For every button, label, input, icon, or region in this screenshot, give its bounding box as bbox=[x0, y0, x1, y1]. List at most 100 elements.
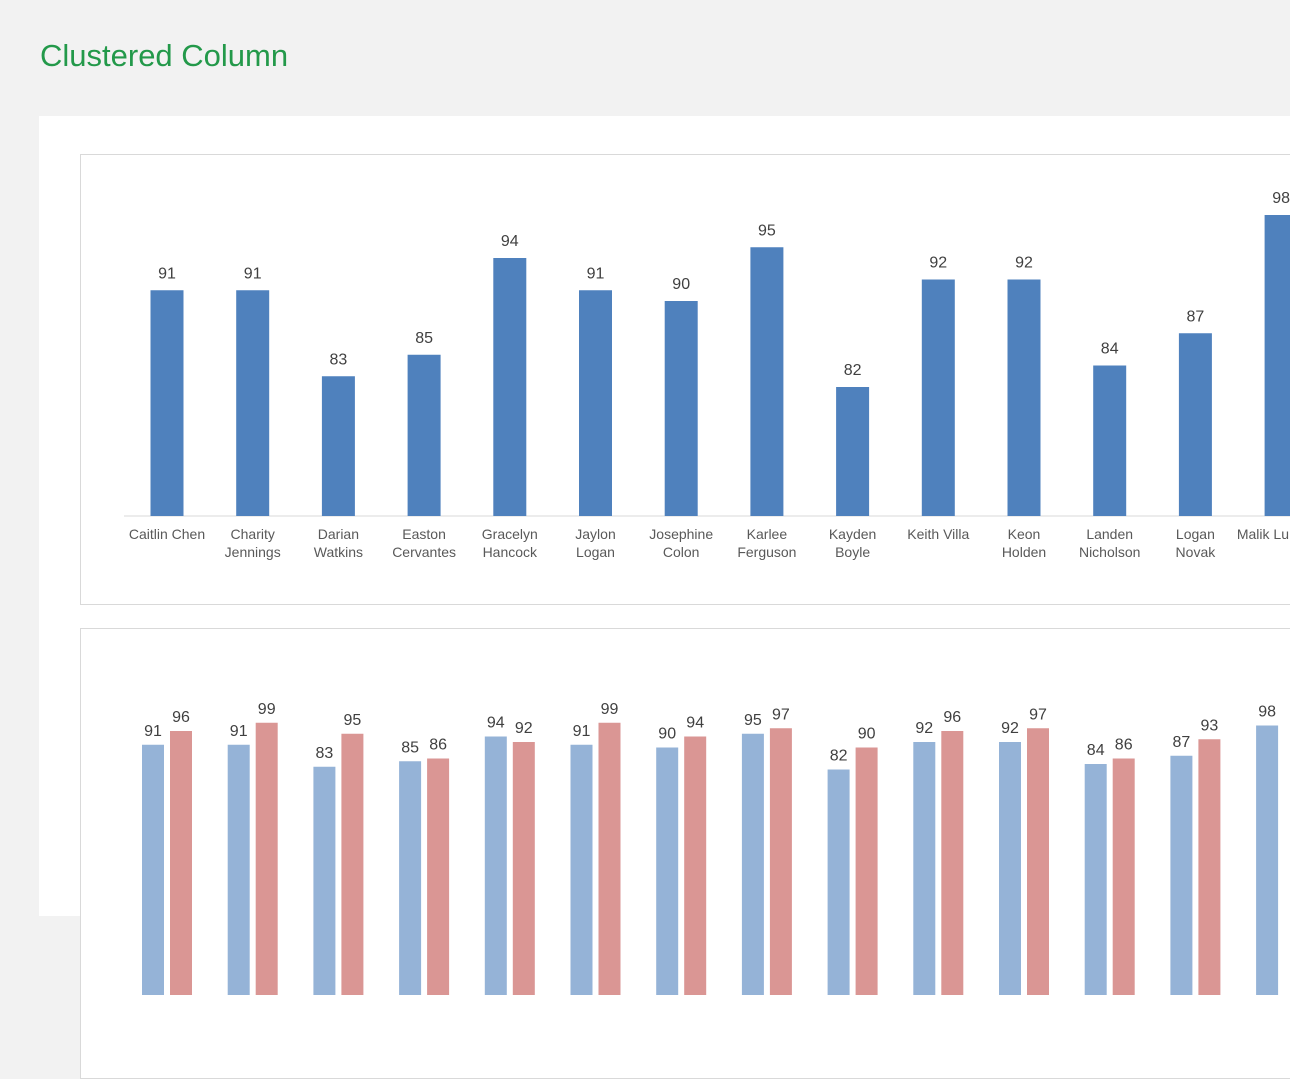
clustered-column-chart-2: 91 96 91 99 83 95 85 86 94 92 91 99 90 94 95 97 82 90 92 96… bbox=[80, 628, 1290, 1079]
bar-6 bbox=[664, 301, 698, 516]
data-label: 86 bbox=[429, 737, 447, 754]
x-tick-label: Karlee bbox=[747, 526, 788, 542]
data-label: 99 bbox=[601, 701, 619, 718]
bar-s1-1 bbox=[227, 744, 250, 995]
bar-11 bbox=[1093, 365, 1127, 516]
clustered-column-chart-1: 91 Caitlin Chen 91 Charity Jennings 83 Darian W… bbox=[80, 154, 1290, 605]
x-tick-label: Kayden bbox=[829, 526, 876, 542]
bar-s2-3 bbox=[427, 758, 450, 995]
bar-s1-3 bbox=[399, 761, 422, 995]
data-label: 92 bbox=[1001, 720, 1019, 737]
data-label: 91 bbox=[587, 265, 605, 282]
bar-s1-4 bbox=[484, 736, 507, 995]
data-label: 97 bbox=[1029, 706, 1047, 723]
bar-s2-7 bbox=[769, 728, 792, 995]
data-label: 86 bbox=[1115, 737, 1133, 754]
bar-s1-6 bbox=[656, 747, 679, 995]
x-tick-label: Colon bbox=[663, 544, 700, 560]
x-tick-label: Cervantes bbox=[392, 544, 456, 560]
data-label: 85 bbox=[415, 330, 433, 347]
data-label: 83 bbox=[316, 745, 334, 762]
data-label: 84 bbox=[1087, 742, 1105, 759]
x-tick-label: Holden bbox=[1002, 544, 1046, 560]
data-label: 91 bbox=[144, 723, 162, 740]
data-label: 82 bbox=[830, 748, 848, 765]
bar-8 bbox=[836, 387, 870, 516]
data-label: 95 bbox=[758, 222, 776, 239]
bar-s2-12 bbox=[1198, 739, 1221, 995]
bar-s2-1 bbox=[255, 722, 278, 995]
x-tick-label: Easton bbox=[402, 526, 446, 542]
bar-s2-6 bbox=[684, 736, 707, 995]
x-tick-label: Watkins bbox=[314, 544, 363, 560]
data-label: 82 bbox=[844, 362, 862, 379]
data-label: 97 bbox=[772, 706, 790, 723]
x-tick-label: Logan bbox=[1176, 526, 1215, 542]
bar-9 bbox=[921, 279, 955, 516]
x-tick-label: Caitlin Chen bbox=[129, 526, 205, 542]
data-label: 98 bbox=[1258, 704, 1276, 721]
data-label: 92 bbox=[1015, 255, 1033, 272]
data-label: 91 bbox=[244, 265, 262, 282]
data-label: 95 bbox=[344, 712, 362, 729]
data-label: 92 bbox=[915, 720, 933, 737]
x-tick-label: Malik Lu bbox=[1237, 526, 1289, 542]
bar-s2-8 bbox=[855, 747, 878, 995]
data-label: 90 bbox=[672, 276, 690, 293]
x-tick-label: Hancock bbox=[483, 544, 538, 560]
bar-7 bbox=[750, 247, 784, 516]
x-tick-label: Jaylon bbox=[575, 526, 615, 542]
bar-2 bbox=[321, 376, 355, 516]
bar-10 bbox=[1007, 279, 1041, 516]
bar-s1-13 bbox=[1256, 725, 1279, 995]
data-label: 91 bbox=[158, 265, 176, 282]
bar-13 bbox=[1264, 215, 1290, 516]
data-label: 92 bbox=[929, 255, 947, 272]
data-label: 99 bbox=[258, 701, 276, 718]
bar-s1-0 bbox=[142, 744, 164, 995]
data-label: 98 bbox=[1272, 190, 1290, 207]
bar-s1-9 bbox=[913, 742, 936, 995]
bar-s1-10 bbox=[999, 742, 1021, 995]
x-tick-label: Keith Villa bbox=[907, 526, 969, 542]
bar-5 bbox=[579, 290, 612, 516]
bar-s1-8 bbox=[827, 769, 850, 995]
data-label: 83 bbox=[330, 351, 348, 368]
x-tick-label: Charity bbox=[231, 526, 275, 542]
bar-3 bbox=[407, 354, 441, 516]
x-tick-label: Jennings bbox=[225, 544, 281, 560]
bar-s1-11 bbox=[1084, 764, 1107, 995]
data-label: 87 bbox=[1173, 734, 1191, 751]
data-label: 94 bbox=[686, 715, 704, 732]
x-tick-label: Logan bbox=[576, 544, 615, 560]
bar-s2-5 bbox=[598, 722, 621, 995]
bar-0 bbox=[150, 290, 184, 516]
bar-12 bbox=[1178, 333, 1212, 516]
bar-s1-2 bbox=[313, 766, 336, 995]
chart-2-svg: 91 96 91 99 83 95 85 86 94 92 91 99 90 94 95 97 82 90 92 96… bbox=[142, 701, 1279, 995]
chart-1-svg: 91 Caitlin Chen 91 Charity Jennings 83 Darian W… bbox=[124, 190, 1290, 560]
data-label: 91 bbox=[230, 723, 248, 740]
x-tick-label: Novak bbox=[1176, 544, 1217, 560]
bar-s1-12 bbox=[1170, 755, 1193, 995]
bar-s2-0 bbox=[170, 731, 192, 995]
x-tick-label: Keon bbox=[1008, 526, 1041, 542]
bar-s2-9 bbox=[941, 731, 964, 995]
bar-s2-2 bbox=[341, 733, 364, 995]
data-label: 84 bbox=[1101, 341, 1119, 358]
bar-s1-5 bbox=[570, 744, 593, 995]
data-label: 93 bbox=[1201, 717, 1219, 734]
data-label: 95 bbox=[744, 712, 762, 729]
bar-s1-7 bbox=[741, 733, 764, 995]
x-tick-label: Landen bbox=[1086, 526, 1133, 542]
bar-s2-10 bbox=[1027, 728, 1049, 995]
bar-s2-4 bbox=[512, 742, 535, 995]
data-label: 96 bbox=[172, 709, 190, 726]
data-label: 91 bbox=[573, 723, 591, 740]
bar-s2-11 bbox=[1112, 758, 1135, 995]
data-label: 94 bbox=[501, 233, 519, 250]
data-label: 92 bbox=[515, 720, 533, 737]
x-tick-label: Nicholson bbox=[1079, 544, 1140, 560]
x-tick-label: Ferguson bbox=[737, 544, 796, 560]
x-tick-label: Gracelyn bbox=[482, 526, 538, 542]
